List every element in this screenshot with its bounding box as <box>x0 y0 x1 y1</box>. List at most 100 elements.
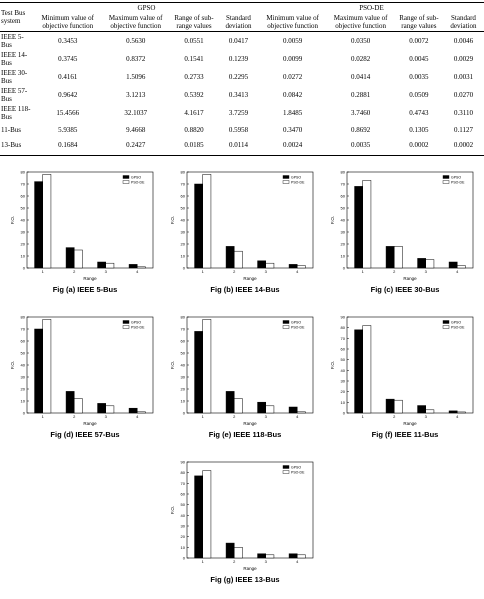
y-tick-label: 30 <box>181 524 186 529</box>
y-tick-label: 70 <box>341 182 346 187</box>
y-tick-label: 40 <box>21 363 26 368</box>
bar <box>297 411 306 414</box>
x-tick-label: 4 <box>136 414 139 419</box>
y-tick-label: 60 <box>21 339 26 344</box>
bar <box>354 186 363 269</box>
y-tick-label: 50 <box>21 206 26 211</box>
table-cell: 0.0842 <box>283 91 303 99</box>
table-cell: 0.1684 <box>34 137 102 156</box>
table-cell: 0.0509 <box>409 91 429 99</box>
bar <box>234 250 243 269</box>
bar <box>225 391 235 414</box>
table-row: IEEE 30-Bus 0.4161 1.5096 0.2733 0.2295 0.027… <box>0 68 484 86</box>
bar <box>394 246 403 269</box>
legend-swatch <box>282 470 290 474</box>
y-tick-label: 10 <box>21 254 26 259</box>
y-tick-label: 70 <box>21 327 26 332</box>
bar <box>128 407 138 414</box>
y-tick-label: 60 <box>341 194 346 199</box>
legend-label: GPSO <box>131 321 141 325</box>
y-tick-label: 80 <box>181 315 186 320</box>
table-cell: 0.0031 <box>453 73 474 81</box>
figure-caption: Fig (g) IEEE 13-Bus <box>210 575 279 584</box>
y-tick-label: 50 <box>181 502 186 507</box>
legend-label: PSO-DE <box>451 181 465 185</box>
y-tick-label: 20 <box>181 242 186 247</box>
y-tick-label: 20 <box>341 389 346 394</box>
table-cell: 0.0046 <box>453 37 474 45</box>
column-header: Minimum value of objective function <box>258 13 327 32</box>
x-tick-label: 3 <box>265 559 268 564</box>
bar <box>425 259 435 269</box>
table-cell: 0.0270 <box>453 91 474 99</box>
bar <box>362 325 372 414</box>
bar <box>105 262 115 269</box>
bar <box>362 180 372 269</box>
x-tick-label: 3 <box>265 269 268 274</box>
column-header: Minimum value of objective function <box>34 13 102 32</box>
table-cell: 0.5630 <box>126 37 146 45</box>
y-tick-label: 30 <box>21 375 26 380</box>
y-tick-label: 20 <box>21 242 26 247</box>
bar <box>137 411 146 414</box>
bar <box>225 246 235 269</box>
table-cell: 0.0045 <box>409 55 429 63</box>
x-tick-label: 3 <box>265 414 268 419</box>
y-axis-label: F.O. <box>170 216 175 224</box>
table-cell: 0.1305 <box>409 125 429 134</box>
table-cell: 0.0059 <box>283 37 303 45</box>
bar <box>65 247 75 269</box>
table-cell: 0.0002 <box>442 137 484 156</box>
bar <box>297 554 306 559</box>
y-tick-label: 30 <box>181 230 186 235</box>
bar <box>202 174 212 269</box>
y-tick-label: 70 <box>21 182 26 187</box>
results-table: Test Bus system GPSO PSO-DE Minimum valu… <box>0 2 484 156</box>
table-cell: 0.0035 <box>326 137 395 156</box>
y-tick-label: 30 <box>181 375 186 380</box>
table-row: IEEE 5-Bus 0.3453 0.5630 0.0551 0.0417 0.0059… <box>0 32 484 51</box>
table-cell: 0.0035 <box>409 73 429 81</box>
y-tick-label: 80 <box>181 470 186 475</box>
x-tick-label: 2 <box>233 414 236 419</box>
bar <box>265 405 275 414</box>
legend-swatch <box>442 180 450 184</box>
x-axis-label: Range <box>403 421 417 426</box>
y-tick-label: 80 <box>21 315 26 320</box>
table-cell: 0.0024 <box>258 137 327 156</box>
y-tick-label: 80 <box>341 170 346 175</box>
y-tick-label: 50 <box>181 351 186 356</box>
bar <box>257 260 266 269</box>
table-row: 11-Bus 5.9385 9.4668 0.8820 0.5958 0.3470 0.86… <box>0 122 484 137</box>
legend-swatch <box>122 180 130 184</box>
y-tick-label: 80 <box>21 170 26 175</box>
bar <box>65 391 75 414</box>
x-tick-label: 2 <box>393 269 396 274</box>
y-tick-label: 20 <box>21 387 26 392</box>
y-tick-label: 70 <box>341 336 346 341</box>
column-header: Standard deviation <box>218 13 259 32</box>
y-tick-label: 30 <box>21 230 26 235</box>
legend-label: PSO-DE <box>131 326 145 330</box>
legend-swatch <box>442 320 450 324</box>
table-row: IEEE 14-Bus 0.3745 0.8372 0.1541 0.1239 0.009… <box>0 50 484 68</box>
bar <box>34 328 44 414</box>
x-axis-label: Range <box>243 276 257 281</box>
bar <box>42 319 52 414</box>
x-axis-label: Range <box>243 566 257 571</box>
x-tick-label: 1 <box>202 414 205 419</box>
y-tick-label: 40 <box>181 363 186 368</box>
y-tick-label: 90 <box>181 460 186 465</box>
bar <box>297 265 306 269</box>
bar <box>257 401 266 414</box>
bar <box>354 329 363 414</box>
bar <box>194 183 203 269</box>
y-axis-label: F.O. <box>330 216 335 224</box>
bar <box>265 262 275 269</box>
x-axis-label: Range <box>83 276 97 281</box>
column-header: Range of sub-range values <box>169 13 218 32</box>
table-cell: 0.3110 <box>453 109 473 117</box>
table-cell: 0.1127 <box>453 125 473 134</box>
table-cell: 0.0417 <box>228 37 249 45</box>
table-cell: 0.2295 <box>228 73 249 81</box>
